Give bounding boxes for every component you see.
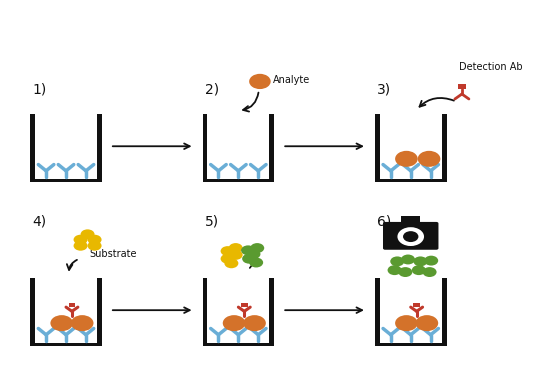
Circle shape (74, 235, 88, 245)
Circle shape (221, 254, 235, 264)
Bar (458, 84, 466, 89)
Circle shape (224, 258, 238, 268)
Circle shape (249, 74, 270, 89)
Bar (442, 114, 447, 179)
Bar (30, 278, 35, 343)
Bar (69, 303, 75, 307)
Text: 6): 6) (377, 214, 391, 228)
Circle shape (247, 249, 261, 259)
Bar (375, 114, 380, 179)
Circle shape (395, 151, 418, 167)
Circle shape (397, 227, 424, 246)
Circle shape (412, 265, 426, 275)
Circle shape (71, 315, 93, 331)
Circle shape (388, 265, 402, 275)
Bar (30, 179, 102, 182)
Text: 2): 2) (205, 83, 219, 97)
Bar (269, 114, 274, 179)
Circle shape (418, 151, 440, 167)
Circle shape (424, 256, 438, 266)
Circle shape (403, 231, 418, 242)
Circle shape (395, 315, 418, 331)
Circle shape (242, 254, 256, 264)
Bar (203, 179, 274, 182)
Circle shape (221, 246, 235, 256)
Text: 3): 3) (377, 83, 391, 97)
Bar (97, 114, 102, 179)
Bar (442, 278, 447, 343)
Bar (203, 278, 208, 343)
Circle shape (88, 235, 101, 245)
Bar (203, 343, 274, 346)
Circle shape (81, 229, 94, 239)
Circle shape (50, 315, 73, 331)
Bar (414, 303, 420, 307)
Bar (375, 343, 447, 346)
Bar (375, 179, 447, 182)
Circle shape (390, 257, 404, 266)
Text: 5): 5) (205, 214, 219, 228)
Circle shape (229, 250, 243, 260)
Circle shape (414, 257, 428, 266)
Bar (30, 343, 102, 346)
Circle shape (249, 258, 263, 268)
Circle shape (241, 245, 255, 255)
Circle shape (229, 243, 243, 253)
Circle shape (423, 267, 437, 277)
Bar (97, 278, 102, 343)
Circle shape (401, 255, 415, 265)
Text: Substrate: Substrate (89, 249, 137, 259)
Circle shape (74, 241, 88, 251)
Bar (375, 278, 380, 343)
Circle shape (416, 315, 438, 331)
Text: 1): 1) (33, 83, 47, 97)
Text: 4): 4) (33, 214, 47, 228)
FancyBboxPatch shape (383, 222, 438, 250)
Circle shape (250, 243, 264, 253)
Text: Detection Ab: Detection Ab (459, 61, 523, 71)
Circle shape (398, 267, 412, 277)
Bar (30, 114, 35, 179)
Circle shape (223, 315, 246, 331)
Text: Analyte: Analyte (273, 75, 311, 85)
Circle shape (88, 241, 101, 251)
Bar (269, 278, 274, 343)
Bar (401, 216, 421, 225)
Bar (241, 303, 248, 307)
Circle shape (243, 315, 266, 331)
Bar (203, 114, 208, 179)
